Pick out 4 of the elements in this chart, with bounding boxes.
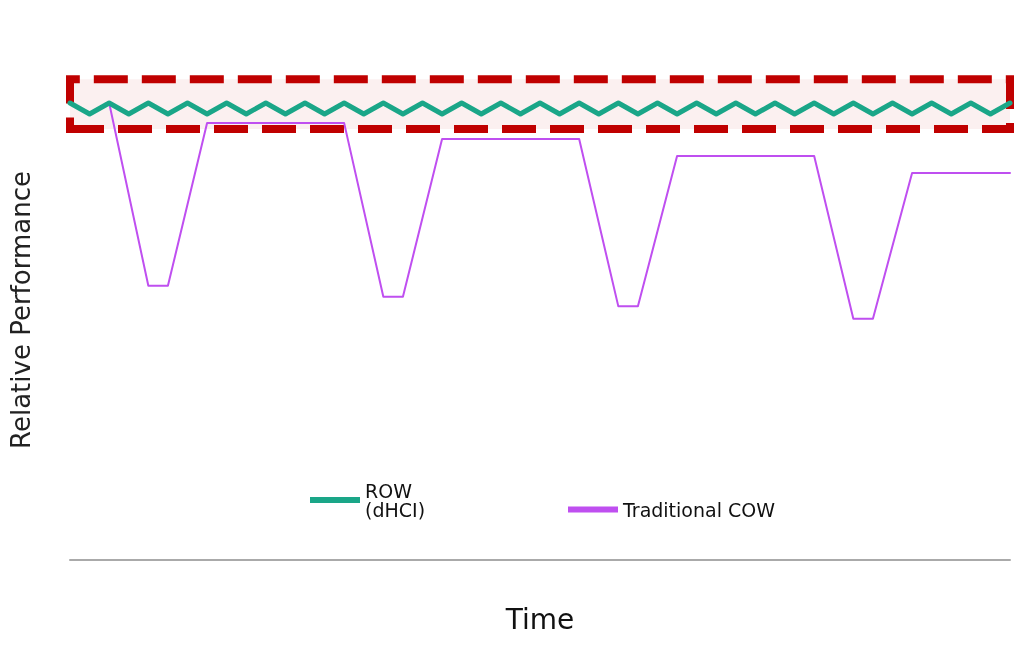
y-axis-title: Relative Performance — [6, 171, 36, 449]
legend-label: Traditional COW — [622, 498, 776, 521]
x-axis-title: Time — [504, 602, 575, 636]
legend-label: ROW (dHCI) — [365, 479, 426, 521]
